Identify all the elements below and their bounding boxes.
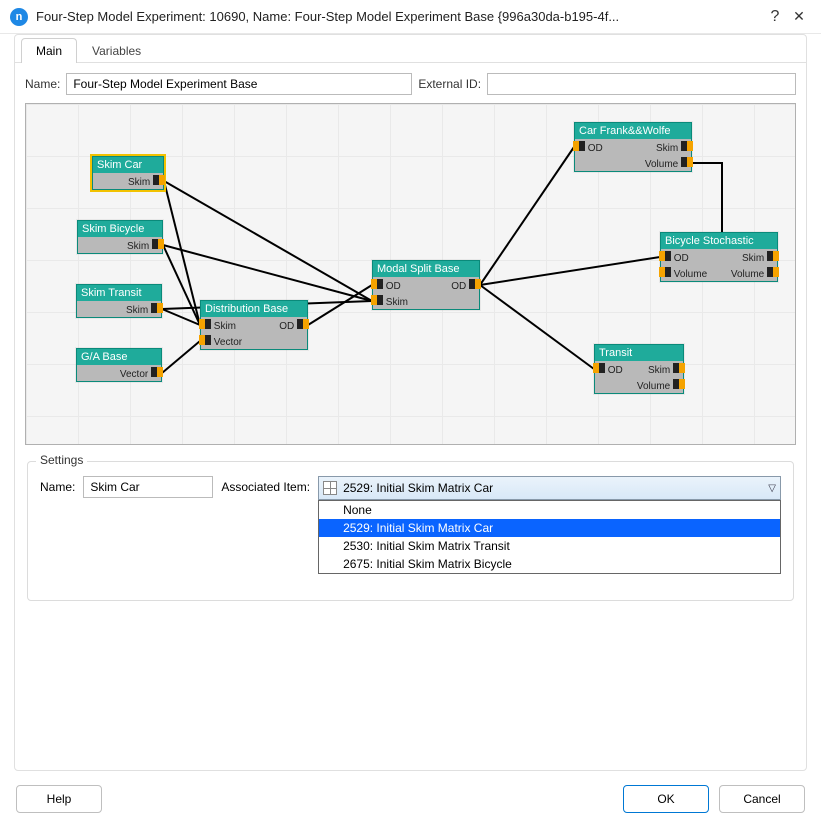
node-ga_base[interactable]: G/A BaseVector [76,348,162,382]
ok-button[interactable]: OK [623,785,709,813]
matrix-icon [323,481,337,495]
dialog-content: Main Variables Name: External ID: Skim C… [14,34,807,771]
tab-variables[interactable]: Variables [77,38,156,63]
help-button[interactable]: Help [16,785,102,813]
chevron-down-icon: ▽ [768,483,776,494]
associated-item-label: Associated Item: [221,476,310,494]
dropdown-option[interactable]: None [319,501,780,519]
titlebar: n Four-Step Model Experiment: 10690, Nam… [0,0,821,34]
name-input[interactable] [66,73,412,95]
window-title: Four-Step Model Experiment: 10690, Name:… [36,9,763,24]
node-skim_bike[interactable]: Skim BicycleSkim [77,220,163,254]
footer: Help OK Cancel [0,771,821,827]
associated-item-dropdown[interactable]: None2529: Initial Skim Matrix Car2530: I… [318,500,781,574]
external-id-input[interactable] [487,73,796,95]
dropdown-option[interactable]: 2530: Initial Skim Matrix Transit [319,537,780,555]
name-row: Name: External ID: [15,63,806,103]
node-car_fw[interactable]: Car Frank&&Wolfe ODSkim Volume [574,122,692,172]
name-label: Name: [25,77,60,91]
help-icon[interactable]: ? [763,8,787,26]
node-skim_car[interactable]: Skim CarSkim [92,156,164,190]
matrix-icon [323,557,337,571]
cancel-button[interactable]: Cancel [719,785,805,813]
graph-canvas[interactable]: Skim CarSkim Skim BicycleSkim Skim Trans… [25,103,796,445]
dropdown-option[interactable]: 2529: Initial Skim Matrix Car [319,519,780,537]
associated-item-combo[interactable]: 2529: Initial Skim Matrix Car ▽ [318,476,781,500]
external-id-label: External ID: [418,77,481,91]
settings-group: Settings Name: Associated Item: 2529: In… [27,461,794,601]
tabs: Main Variables [15,35,806,63]
settings-legend: Settings [36,453,87,467]
dropdown-option[interactable]: 2675: Initial Skim Matrix Bicycle [319,555,780,573]
matrix-icon [323,539,337,553]
node-modal[interactable]: Modal Split Base ODOD Skim [372,260,480,310]
settings-name-input[interactable] [83,476,213,498]
associated-item-value: 2529: Initial Skim Matrix Car [343,481,493,495]
node-bike_st[interactable]: Bicycle Stochastic ODSkim VolumeVolume [660,232,778,282]
node-dist[interactable]: Distribution Base SkimOD Vector [200,300,308,350]
tab-main[interactable]: Main [21,38,77,63]
node-transit[interactable]: Transit ODSkim Volume [594,344,684,394]
settings-name-label: Name: [40,476,75,494]
app-icon: n [10,8,28,26]
node-skim_trn[interactable]: Skim TransitSkim [76,284,162,318]
matrix-icon [323,521,337,535]
close-icon[interactable]: ✕ [787,8,811,25]
